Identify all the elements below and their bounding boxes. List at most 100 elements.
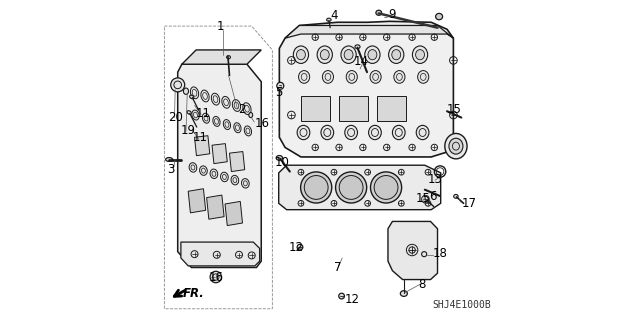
Text: 16: 16: [208, 271, 223, 284]
Polygon shape: [181, 242, 260, 266]
Text: 6: 6: [429, 190, 436, 204]
Ellipse shape: [276, 156, 282, 160]
Ellipse shape: [323, 70, 333, 83]
Ellipse shape: [231, 175, 239, 185]
Polygon shape: [230, 152, 244, 172]
Text: 4: 4: [330, 10, 338, 22]
Text: 1: 1: [216, 19, 224, 33]
Ellipse shape: [171, 78, 185, 92]
Ellipse shape: [189, 163, 196, 172]
Ellipse shape: [415, 50, 424, 60]
Ellipse shape: [320, 50, 329, 60]
Ellipse shape: [376, 10, 381, 15]
Ellipse shape: [369, 125, 381, 140]
Ellipse shape: [416, 125, 429, 140]
Text: FR.: FR.: [183, 287, 205, 300]
Text: 8: 8: [418, 278, 425, 291]
Polygon shape: [212, 144, 227, 164]
Ellipse shape: [345, 125, 358, 140]
Ellipse shape: [192, 110, 199, 120]
Text: 11: 11: [193, 131, 208, 145]
Ellipse shape: [301, 172, 332, 203]
Ellipse shape: [368, 50, 377, 60]
Polygon shape: [188, 189, 205, 213]
Text: 7: 7: [333, 261, 341, 274]
Ellipse shape: [321, 125, 333, 140]
Ellipse shape: [234, 123, 241, 133]
Text: 12: 12: [345, 293, 360, 306]
Ellipse shape: [374, 175, 398, 199]
Text: 20: 20: [168, 111, 183, 124]
Ellipse shape: [296, 50, 305, 60]
Ellipse shape: [210, 271, 221, 283]
Ellipse shape: [401, 291, 407, 296]
Ellipse shape: [436, 13, 443, 20]
Ellipse shape: [370, 70, 381, 83]
Text: 11: 11: [195, 107, 211, 120]
Ellipse shape: [211, 93, 220, 105]
Ellipse shape: [221, 172, 228, 182]
Ellipse shape: [202, 113, 209, 123]
Ellipse shape: [355, 45, 360, 49]
Ellipse shape: [210, 169, 218, 179]
Text: 14: 14: [353, 55, 369, 68]
Ellipse shape: [326, 18, 331, 21]
Text: 19: 19: [180, 124, 195, 137]
Polygon shape: [377, 96, 406, 122]
Ellipse shape: [249, 113, 253, 118]
Text: 15: 15: [447, 103, 461, 116]
Ellipse shape: [422, 252, 427, 257]
Ellipse shape: [222, 96, 230, 108]
Ellipse shape: [445, 133, 467, 159]
Polygon shape: [285, 26, 453, 38]
Polygon shape: [301, 96, 330, 122]
Ellipse shape: [392, 125, 405, 140]
Ellipse shape: [191, 87, 198, 99]
Ellipse shape: [200, 166, 207, 175]
Polygon shape: [278, 165, 441, 210]
Ellipse shape: [166, 158, 173, 161]
Text: 9: 9: [388, 8, 396, 20]
Text: 13: 13: [428, 173, 443, 186]
Ellipse shape: [232, 100, 241, 111]
Ellipse shape: [388, 46, 404, 63]
Polygon shape: [339, 96, 367, 122]
Text: 15: 15: [416, 192, 431, 205]
Polygon shape: [182, 50, 261, 64]
Text: 17: 17: [461, 197, 477, 211]
Text: SHJ4E1000B: SHJ4E1000B: [433, 300, 492, 310]
Ellipse shape: [187, 111, 191, 114]
Ellipse shape: [344, 50, 353, 60]
Ellipse shape: [201, 90, 209, 102]
Polygon shape: [279, 21, 453, 157]
Ellipse shape: [277, 82, 284, 89]
Ellipse shape: [293, 46, 308, 63]
Ellipse shape: [213, 116, 220, 126]
Ellipse shape: [418, 70, 429, 83]
Ellipse shape: [299, 70, 310, 83]
Polygon shape: [207, 195, 224, 219]
Text: 2: 2: [238, 103, 246, 116]
Ellipse shape: [244, 126, 252, 136]
Ellipse shape: [189, 95, 194, 99]
Ellipse shape: [243, 103, 251, 115]
Ellipse shape: [454, 195, 458, 198]
Ellipse shape: [341, 46, 356, 63]
Ellipse shape: [297, 125, 310, 140]
Text: 12: 12: [288, 241, 303, 254]
Text: 16: 16: [255, 117, 270, 130]
Ellipse shape: [241, 179, 249, 188]
Ellipse shape: [339, 175, 363, 199]
Ellipse shape: [223, 120, 230, 130]
Polygon shape: [195, 136, 210, 156]
Ellipse shape: [412, 46, 428, 63]
Polygon shape: [225, 201, 243, 226]
Ellipse shape: [394, 70, 405, 83]
Ellipse shape: [317, 46, 332, 63]
Ellipse shape: [227, 56, 230, 59]
Ellipse shape: [346, 70, 357, 83]
Ellipse shape: [371, 172, 402, 203]
Ellipse shape: [339, 293, 344, 299]
Text: 3: 3: [168, 163, 175, 176]
Ellipse shape: [304, 175, 328, 199]
